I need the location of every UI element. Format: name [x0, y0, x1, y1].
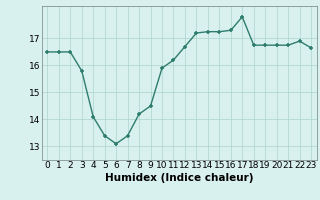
X-axis label: Humidex (Indice chaleur): Humidex (Indice chaleur)	[105, 173, 253, 183]
